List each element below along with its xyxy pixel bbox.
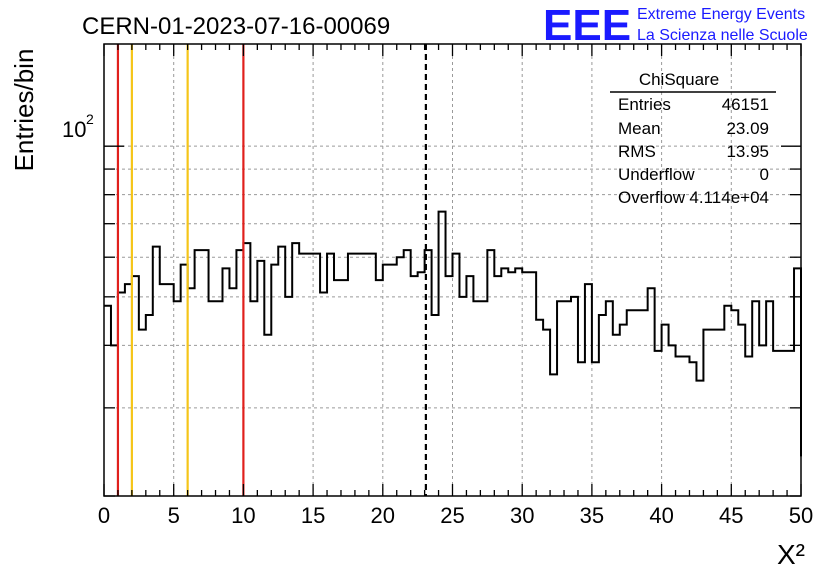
chart-title: CERN-01-2023-07-16-00069 [82,13,390,40]
logo-line-2: La Scienza nelle Scuole [637,27,808,44]
histogram-outline [104,210,802,457]
stats-rms-label: RMS [618,142,656,161]
x-tick-label: 20 [371,503,395,528]
x-tick-label: 10 [231,503,255,528]
y-tick-label-base: 10 [62,117,86,142]
y-tick-label-100: 10 2 [62,111,94,142]
x-tick-label: 5 [168,503,180,528]
x-tick-label: 0 [98,503,110,528]
x-tick-labels: 0 5 10 15 20 25 30 35 40 45 50 [98,503,813,528]
stats-box: ChiSquare Entries 46151 Mean 23.09 RMS 1… [610,70,776,207]
stats-box-name: ChiSquare [639,70,719,89]
stats-underflow-value: 0 [760,165,769,184]
stats-mean-label: Mean [618,119,661,138]
x-tick-label: 25 [440,503,464,528]
x-tick-label: 35 [580,503,604,528]
reference-lines [116,44,427,496]
x-axis-label: X² [777,539,805,570]
stats-entries-value: 46151 [722,95,769,114]
stats-rms-value: 13.95 [726,142,769,161]
x-tick-label: 45 [719,503,743,528]
logo-line-1: Extreme Energy Events [637,6,805,23]
axis-ticks [103,44,802,497]
x-tick-label: 50 [789,503,813,528]
x-tick-label: 40 [649,503,673,528]
stats-mean-value: 23.09 [726,119,769,138]
logo-letters: EEE [543,1,631,50]
stats-entries-label: Entries [618,95,671,114]
histogram-bins [104,210,802,457]
x-tick-label: 15 [301,503,325,528]
stats-underflow-label: Underflow [618,165,695,184]
eee-logo: EEE Extreme Energy Events La Scienza nel… [543,1,808,50]
stats-overflow-value: 4.114e+04 [689,188,769,207]
y-axis-label: Entries/bin [9,49,39,172]
stats-overflow-label: Overflow [618,188,686,207]
y-tick-label-exponent: 2 [86,111,94,127]
x-tick-label: 30 [510,503,534,528]
